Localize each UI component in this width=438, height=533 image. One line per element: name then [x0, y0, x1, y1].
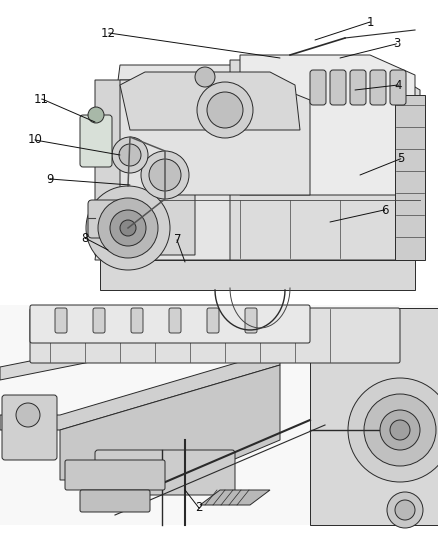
- Polygon shape: [95, 80, 195, 255]
- Polygon shape: [120, 80, 310, 195]
- FancyBboxPatch shape: [0, 305, 438, 525]
- FancyBboxPatch shape: [2, 395, 57, 460]
- FancyBboxPatch shape: [370, 70, 386, 105]
- Circle shape: [197, 82, 253, 138]
- FancyBboxPatch shape: [30, 305, 310, 343]
- FancyBboxPatch shape: [207, 308, 219, 333]
- Circle shape: [120, 220, 136, 236]
- FancyBboxPatch shape: [30, 308, 400, 363]
- Circle shape: [98, 198, 158, 258]
- Circle shape: [395, 500, 415, 520]
- Polygon shape: [95, 65, 420, 260]
- Text: 7: 7: [173, 233, 181, 246]
- FancyBboxPatch shape: [169, 308, 181, 333]
- Circle shape: [364, 394, 436, 466]
- Polygon shape: [0, 322, 280, 380]
- FancyBboxPatch shape: [93, 308, 105, 333]
- Circle shape: [149, 159, 181, 191]
- Text: 1: 1: [366, 16, 374, 29]
- Circle shape: [119, 144, 141, 166]
- Circle shape: [110, 210, 146, 246]
- Circle shape: [16, 403, 40, 427]
- Polygon shape: [0, 350, 280, 430]
- FancyBboxPatch shape: [330, 70, 346, 105]
- FancyBboxPatch shape: [80, 490, 150, 512]
- Text: 3: 3: [393, 37, 400, 50]
- Circle shape: [207, 92, 243, 128]
- FancyBboxPatch shape: [95, 450, 235, 495]
- Text: 4: 4: [395, 79, 403, 92]
- Polygon shape: [200, 490, 270, 505]
- Circle shape: [88, 107, 104, 123]
- FancyBboxPatch shape: [55, 308, 67, 333]
- FancyBboxPatch shape: [390, 70, 406, 105]
- Circle shape: [195, 67, 215, 87]
- Text: 9: 9: [46, 173, 54, 185]
- Text: 11: 11: [34, 93, 49, 106]
- Circle shape: [86, 186, 170, 270]
- Polygon shape: [60, 365, 280, 480]
- Polygon shape: [230, 60, 420, 260]
- FancyBboxPatch shape: [350, 70, 366, 105]
- Text: 10: 10: [28, 133, 42, 146]
- Polygon shape: [100, 260, 415, 290]
- Polygon shape: [120, 72, 300, 130]
- FancyBboxPatch shape: [65, 460, 165, 490]
- Text: 8: 8: [82, 232, 89, 245]
- Circle shape: [348, 378, 438, 482]
- Text: 6: 6: [381, 204, 389, 217]
- Circle shape: [112, 137, 148, 173]
- Circle shape: [387, 492, 423, 528]
- Text: 12: 12: [101, 27, 116, 39]
- Text: 2: 2: [195, 501, 203, 514]
- FancyBboxPatch shape: [88, 200, 133, 238]
- Polygon shape: [240, 55, 415, 195]
- FancyBboxPatch shape: [80, 115, 112, 167]
- FancyBboxPatch shape: [245, 308, 257, 333]
- FancyBboxPatch shape: [131, 308, 143, 333]
- Text: 5: 5: [397, 152, 404, 165]
- Circle shape: [380, 410, 420, 450]
- Polygon shape: [395, 95, 425, 260]
- Circle shape: [390, 420, 410, 440]
- FancyBboxPatch shape: [310, 70, 326, 105]
- Polygon shape: [310, 308, 438, 525]
- Circle shape: [141, 151, 189, 199]
